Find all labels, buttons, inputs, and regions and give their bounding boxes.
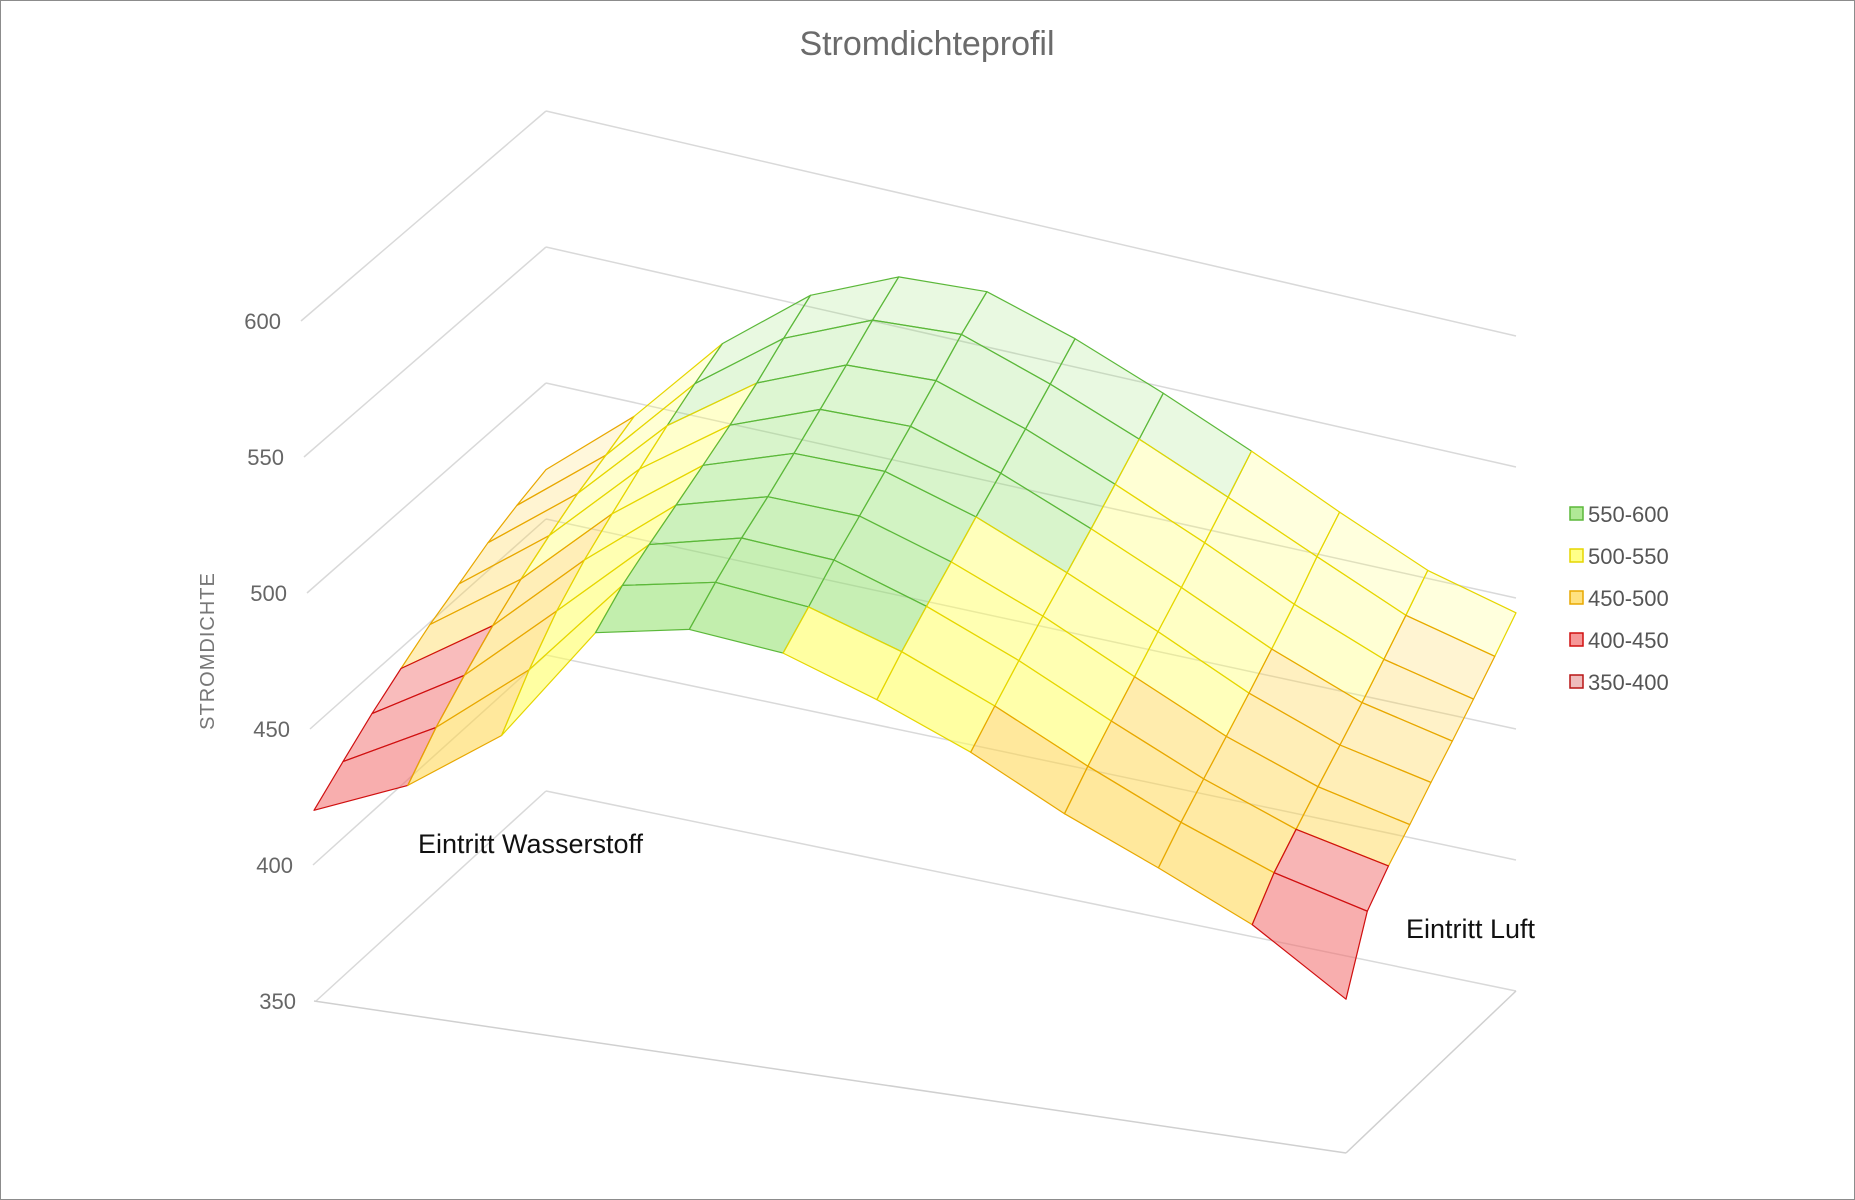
- annotation-air-inlet: Eintritt Luft: [1406, 914, 1536, 944]
- legend-label: 400-450: [1588, 628, 1669, 653]
- floor-outline: [313, 990, 1517, 1154]
- surface-patch: [1251, 872, 1368, 1000]
- floor-edge: [313, 1000, 1347, 1154]
- z-tick-label: 400: [256, 853, 293, 878]
- legend-label: 500-550: [1588, 544, 1669, 569]
- depth-gridline: [315, 790, 547, 1002]
- legend-label: 350-400: [1588, 670, 1669, 695]
- z-tick-label: 500: [250, 581, 287, 606]
- gridline: [545, 382, 1517, 599]
- surface-mesh: [313, 276, 1517, 1000]
- depth-gridline: [303, 246, 547, 458]
- z-axis-tick-labels: 350 400 450 500 550 600: [244, 309, 296, 1014]
- z-tick-label: 350: [259, 989, 296, 1014]
- z-axis-title: STROMDICHTE: [197, 572, 219, 730]
- legend-label: 550-600: [1588, 502, 1669, 527]
- legend-swatch: [1569, 506, 1584, 521]
- chart-title: Stromdichteprofil: [799, 25, 1054, 63]
- gridline: [545, 246, 1517, 468]
- gridline: [545, 110, 1517, 337]
- legend-swatch: [1569, 674, 1584, 689]
- legend-label: 450-500: [1588, 586, 1669, 611]
- z-tick-label: 600: [244, 309, 281, 334]
- legend-swatch: [1569, 632, 1584, 647]
- legend-swatch: [1569, 548, 1584, 563]
- depth-gridline: [300, 110, 547, 322]
- annotation-hydrogen-inlet: Eintritt Wasserstoff: [418, 829, 644, 859]
- floor-edge: [1345, 990, 1517, 1154]
- depth-gridline: [309, 518, 547, 730]
- legend-swatch: [1569, 590, 1584, 605]
- depth-gridline: [306, 382, 547, 594]
- z-tick-label: 450: [253, 717, 290, 742]
- z-tick-label: 550: [247, 445, 284, 470]
- legend: 550-600 500-550 450-500 400-450 350-400: [1569, 502, 1669, 695]
